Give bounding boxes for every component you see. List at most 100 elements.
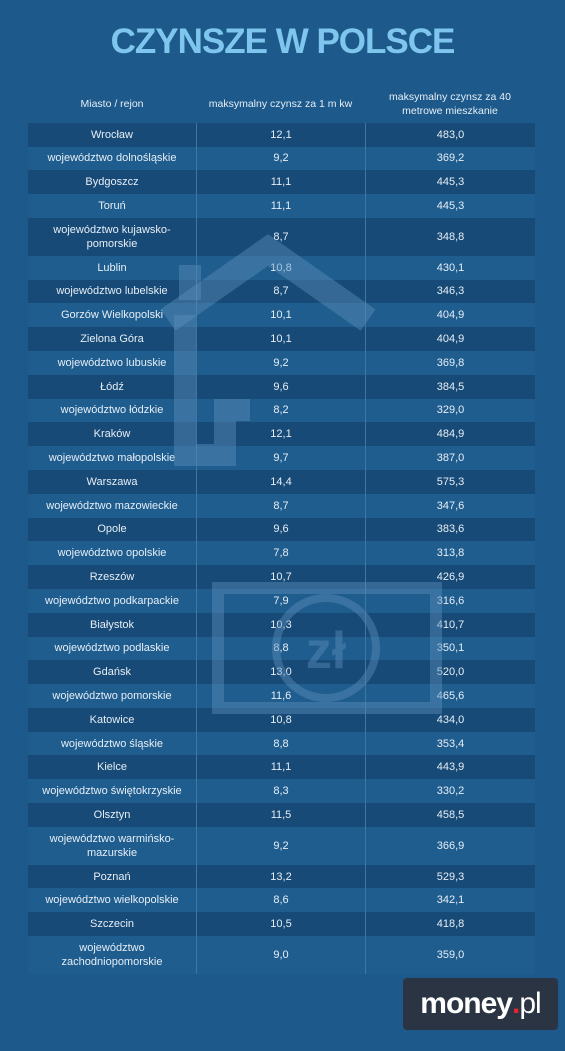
value-cell: 458,5 [365,803,535,827]
value-cell: 12,1 [196,422,365,447]
region-cell: Szczecin [89,918,135,931]
value-cell: 575,3 [365,469,535,494]
region-cell: Bydgoszcz [85,176,139,189]
table-row: Gdańsk 13,0 520,0 [28,660,535,685]
region-cell: województwo podkarpackie [45,594,179,607]
value-cell: 369,2 [365,146,535,171]
region-cell: Kielce [97,761,127,774]
value-cell: 7,9 [196,588,365,613]
region-cell: województwo mazowieckie [46,499,178,512]
region-cell: Katowice [89,713,135,726]
value-cell: 9,6 [196,517,365,542]
table-row: województwo zachodniopomorskie 9,0 359,0 [28,936,535,974]
value-cell: 9,7 [196,446,365,470]
region-cell: województwo warmińsko-mazurskie [49,832,175,859]
column-header: maksymalny czynsz za 40 metrowe mieszkan… [389,90,511,117]
region-cell: województwo dolnośląskie [47,152,177,165]
table-row: Kielce 11,1 443,9 [28,755,535,780]
region-cell: województwo świętokrzyskie [42,785,182,798]
value-cell: 445,3 [365,170,535,195]
value-cell: 8,3 [196,779,365,804]
value-cell: 11,1 [196,170,365,195]
value-cell: 9,2 [196,146,365,171]
region-cell: Poznań [93,870,131,883]
region-cell: Warszawa [86,475,138,488]
logo: money. pl [403,978,558,1030]
value-cell: 348,8 [365,217,535,256]
value-cell: 520,0 [365,660,535,685]
table-row: województwo łódzkie 8,2 329,0 [28,398,535,423]
region-cell: województwo pomorskie [52,689,172,702]
value-cell: 529,3 [365,864,535,889]
table-row: Opole 9,6 383,6 [28,517,535,542]
table-row: województwo dolnośląskie 9,2 369,2 [28,146,535,171]
value-cell: 9,6 [196,374,365,399]
region-cell: Rzeszów [89,571,135,583]
value-cell: 329,0 [365,398,535,423]
region-cell: Opole [97,523,127,536]
value-cell: 11,1 [196,755,365,780]
table-row: województwo pomorskie 11,6 465,6 [28,684,535,708]
value-cell: 10,7 [196,565,365,589]
region-cell: Łódź [100,380,124,393]
value-cell: 8,8 [196,731,365,756]
column-header: Miasto / rejon [80,97,144,110]
value-cell: 346,3 [365,279,535,304]
value-cell: 426,9 [365,565,535,589]
region-cell: województwo kujawsko-pomorskie [53,223,171,250]
value-cell: 14,4 [196,469,365,494]
table-row: województwo śląskie 8,8 353,4 [28,731,535,756]
table-row: województwo warmińsko-mazurskie 9,2 366,9 [28,826,535,865]
region-cell: województwo łódzkie [60,404,164,417]
value-cell: 384,5 [365,374,535,399]
table-row: województwo lubelskie 8,7 346,3 [28,279,535,304]
table-row: Kraków 12,1 484,9 [28,422,535,447]
value-cell: 12,1 [196,122,365,147]
table-row: Toruń 11,1 445,3 [28,194,535,218]
logo-tld: pl [519,987,541,1020]
table-row: Bydgoszcz 11,1 445,3 [28,170,535,195]
value-cell: 347,6 [365,493,535,518]
column-header: maksymalny czynsz za 1 m kw [208,97,353,110]
region-cell: województwo małopolskie [48,452,176,465]
header-row: Miasto / rejon maksymalny czynsz za 1 m k… [28,85,535,123]
table-row: Olsztyn 11,5 458,5 [28,803,535,827]
value-cell: 9,0 [196,936,365,974]
table-row: Łódź 9,6 384,5 [28,374,535,399]
value-cell: 404,9 [365,303,535,328]
table-row: województwo opolskie 7,8 313,8 [28,541,535,566]
table-row: województwo podkarpackie 7,9 316,6 [28,588,535,613]
value-cell: 404,9 [365,327,535,351]
value-cell: 359,0 [365,936,535,974]
region-cell: Białystok [89,618,135,631]
value-cell: 11,1 [196,194,365,218]
value-cell: 430,1 [365,255,535,280]
table-row: Wrocław 12,1 483,0 [28,122,535,147]
value-cell: 342,1 [365,888,535,913]
value-cell: 366,9 [365,826,535,865]
value-cell: 483,0 [365,122,535,147]
value-cell: 10,1 [196,327,365,351]
table-row: województwo świętokrzyskie 8,3 330,2 [28,779,535,804]
logo-dot: . [512,987,520,1020]
table-row: Szczecin 10,5 418,8 [28,912,535,937]
region-cell: województwo lubelskie [56,285,168,298]
value-cell: 484,9 [365,422,535,447]
table-row: Warszawa 14,4 575,3 [28,469,535,494]
table-row: województwo lubuskie 9,2 369,8 [28,350,535,375]
table-row: Gorzów Wielkopolski 10,1 404,9 [28,303,535,328]
value-cell: 369,8 [365,350,535,375]
value-cell: 8,7 [196,217,365,256]
value-cell: 313,8 [365,541,535,566]
table-row: województwo podlaskie 8,8 350,1 [28,636,535,661]
value-cell: 8,2 [196,398,365,423]
value-cell: 383,6 [365,517,535,542]
table-row: Zielona Góra 10,1 404,9 [28,327,535,351]
value-cell: 11,6 [196,684,365,708]
table-row: Poznań 13,2 529,3 [28,864,535,889]
region-cell: województwo wielkopolskie [45,894,179,907]
region-cell: Gorzów Wielkopolski [60,309,164,322]
region-cell: Kraków [93,428,131,441]
value-cell: 7,8 [196,541,365,566]
